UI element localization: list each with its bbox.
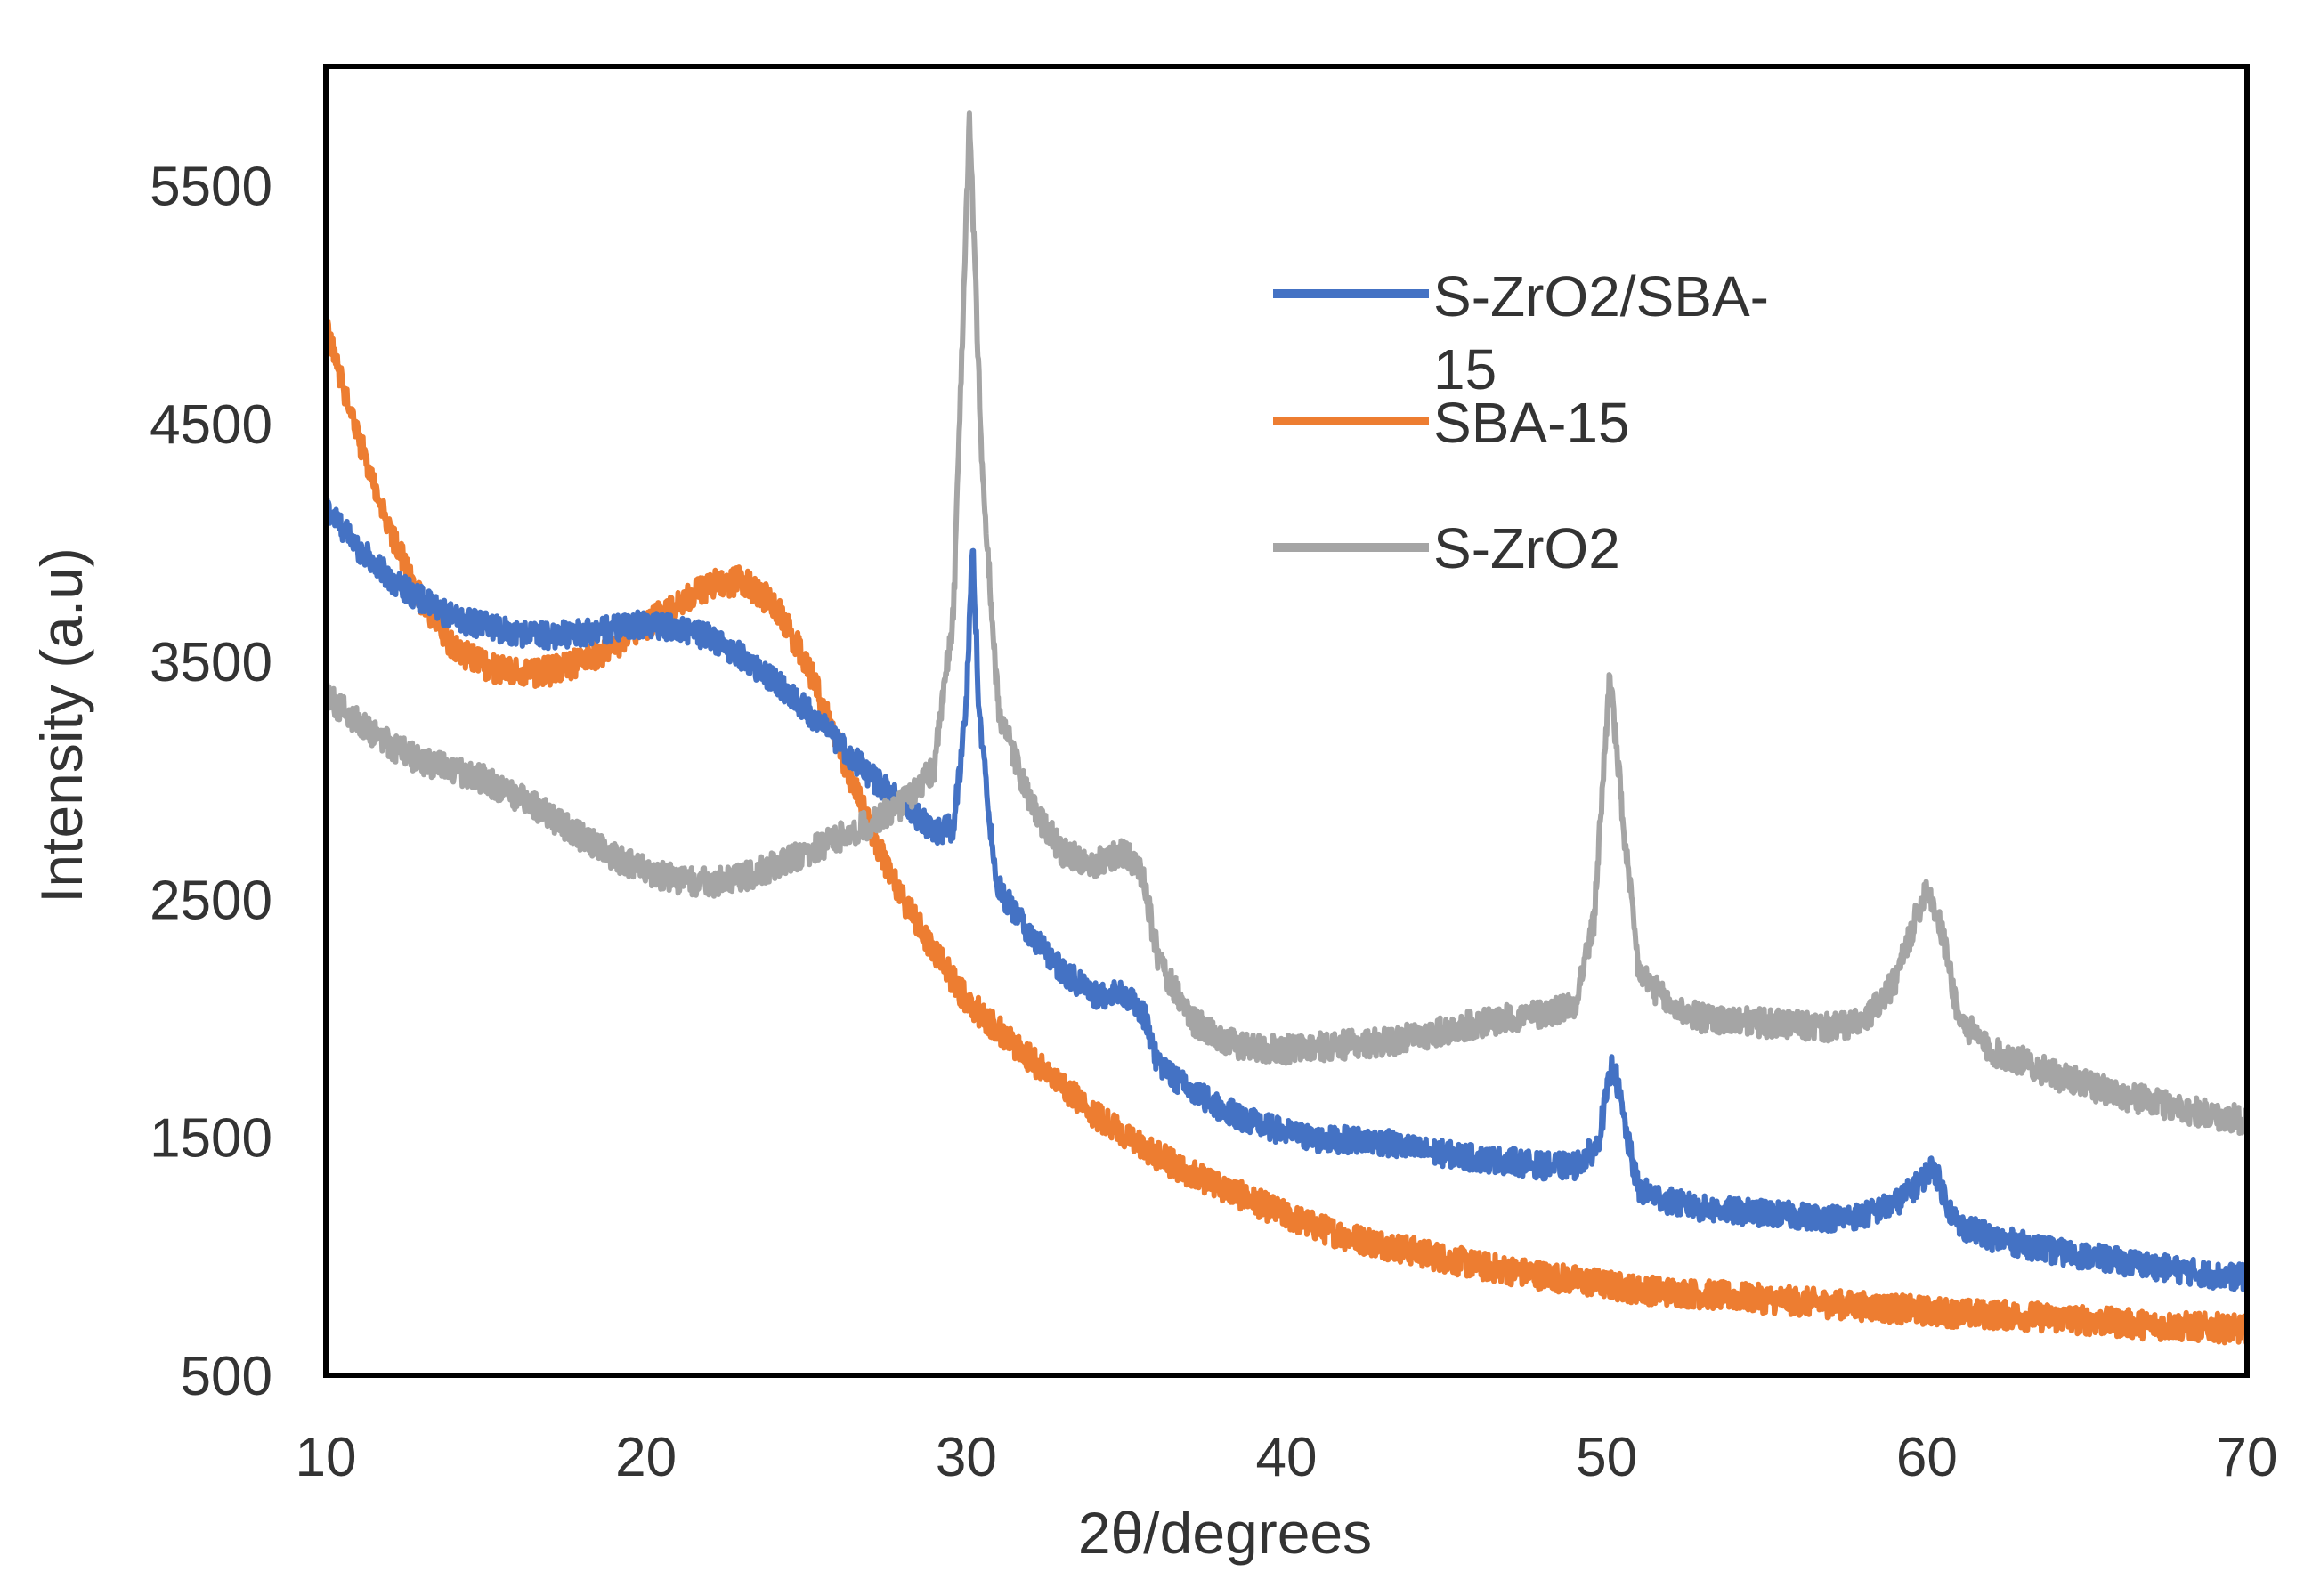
y-tick-labels: 500 1500 2500 3500 4500 5500 bbox=[150, 157, 272, 1407]
y-tick-label: 3500 bbox=[150, 632, 272, 693]
plot-frame bbox=[323, 64, 2250, 1378]
x-tick-label: 10 bbox=[296, 1427, 357, 1488]
x-tick-label: 60 bbox=[1896, 1427, 1958, 1488]
x-tick-labels: 10 20 30 40 50 60 70 bbox=[296, 1427, 2278, 1488]
legend-label: 15 bbox=[1433, 337, 1497, 401]
x-tick-label: 20 bbox=[615, 1427, 677, 1488]
x-axis-title: 2θ/degrees bbox=[1078, 1500, 1372, 1566]
x-tick-label: 50 bbox=[1576, 1427, 1637, 1488]
series-layer bbox=[323, 110, 2250, 1346]
y-tick-label: 2500 bbox=[150, 870, 272, 931]
x-tick-label: 40 bbox=[1256, 1427, 1318, 1488]
y-tick-label: 500 bbox=[181, 1346, 272, 1407]
series-line-s-zro2-sba-15 bbox=[323, 497, 2250, 1292]
legend-label: S-ZrO2/SBA- bbox=[1433, 264, 1769, 328]
y-tick-label: 4500 bbox=[150, 394, 272, 456]
x-tick-label: 70 bbox=[2217, 1427, 2278, 1488]
x-tick-label: 30 bbox=[936, 1427, 997, 1488]
legend-label: SBA-15 bbox=[1433, 391, 1630, 455]
y-axis-title: Intensity (a.u) bbox=[28, 547, 94, 903]
y-tick-label: 5500 bbox=[150, 157, 272, 218]
legend-label: S-ZrO2 bbox=[1433, 516, 1620, 580]
y-tick-label: 1500 bbox=[150, 1108, 272, 1170]
series-line-s-zro2 bbox=[323, 110, 2250, 1136]
